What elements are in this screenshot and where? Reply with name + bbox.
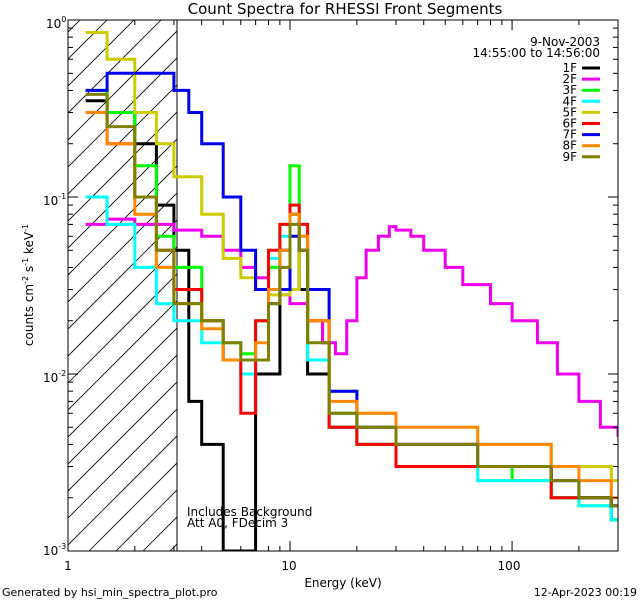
x-tick-label: 10	[281, 559, 296, 573]
x-axis-label: Energy (keV)	[304, 576, 381, 590]
hatch-line	[68, 435, 177, 546]
y-axis-label: counts cm-2 s-1 keV-1	[21, 224, 36, 346]
legend-8f-label: 8F	[562, 139, 577, 153]
legend-9f-label: 9F	[562, 150, 577, 164]
date-annotation: 9-Nov-2003	[530, 35, 600, 49]
hatch-line	[68, 381, 177, 492]
legend-7f-label: 7F	[562, 128, 577, 142]
hatch-line	[68, 246, 177, 357]
legend-6f-label: 6F	[562, 117, 577, 131]
hatch-line	[68, 273, 177, 384]
hatch-line	[68, 20, 162, 114]
plot-frame	[67, 19, 619, 552]
background-note: Includes Background	[187, 505, 312, 519]
attenuator-note: Att A0, FDecim 3	[187, 516, 288, 530]
chart-title: Count Spectra for RHESSI Front Segments	[188, 0, 503, 18]
y-tick-label: 100	[46, 15, 66, 31]
series-3f-line	[85, 88, 618, 522]
legend-5f-label: 5F	[562, 105, 577, 119]
y-tick-label: 10-1	[43, 192, 66, 208]
legend-3f-label: 3F	[562, 83, 577, 97]
hatch-line	[68, 354, 177, 465]
hatch-line	[68, 408, 177, 519]
hatch-line	[68, 219, 177, 330]
legend-4f-label: 4F	[562, 94, 577, 108]
time-range-annotation: 14:55:00 to 14:56:00	[473, 46, 600, 60]
y-tick-label: 10-2	[43, 369, 66, 385]
x-tick-label: 100	[498, 559, 521, 573]
axis-ticks	[67, 19, 619, 552]
x-tick-label: 1	[64, 559, 72, 573]
series-layer	[85, 31, 618, 551]
hatch-line	[68, 192, 177, 303]
timestamp-footer: 12-Apr-2023 00:19	[534, 586, 637, 599]
legend-2f-label: 2F	[562, 72, 577, 86]
hatch-line	[68, 84, 177, 195]
y-tick-label: 10-3	[43, 542, 66, 558]
legend-1f-label: 1F	[562, 61, 577, 75]
generated-by-footer: Generated by hsi_min_spectra_plot.pro	[2, 586, 218, 599]
series-9f-line	[85, 92, 618, 508]
